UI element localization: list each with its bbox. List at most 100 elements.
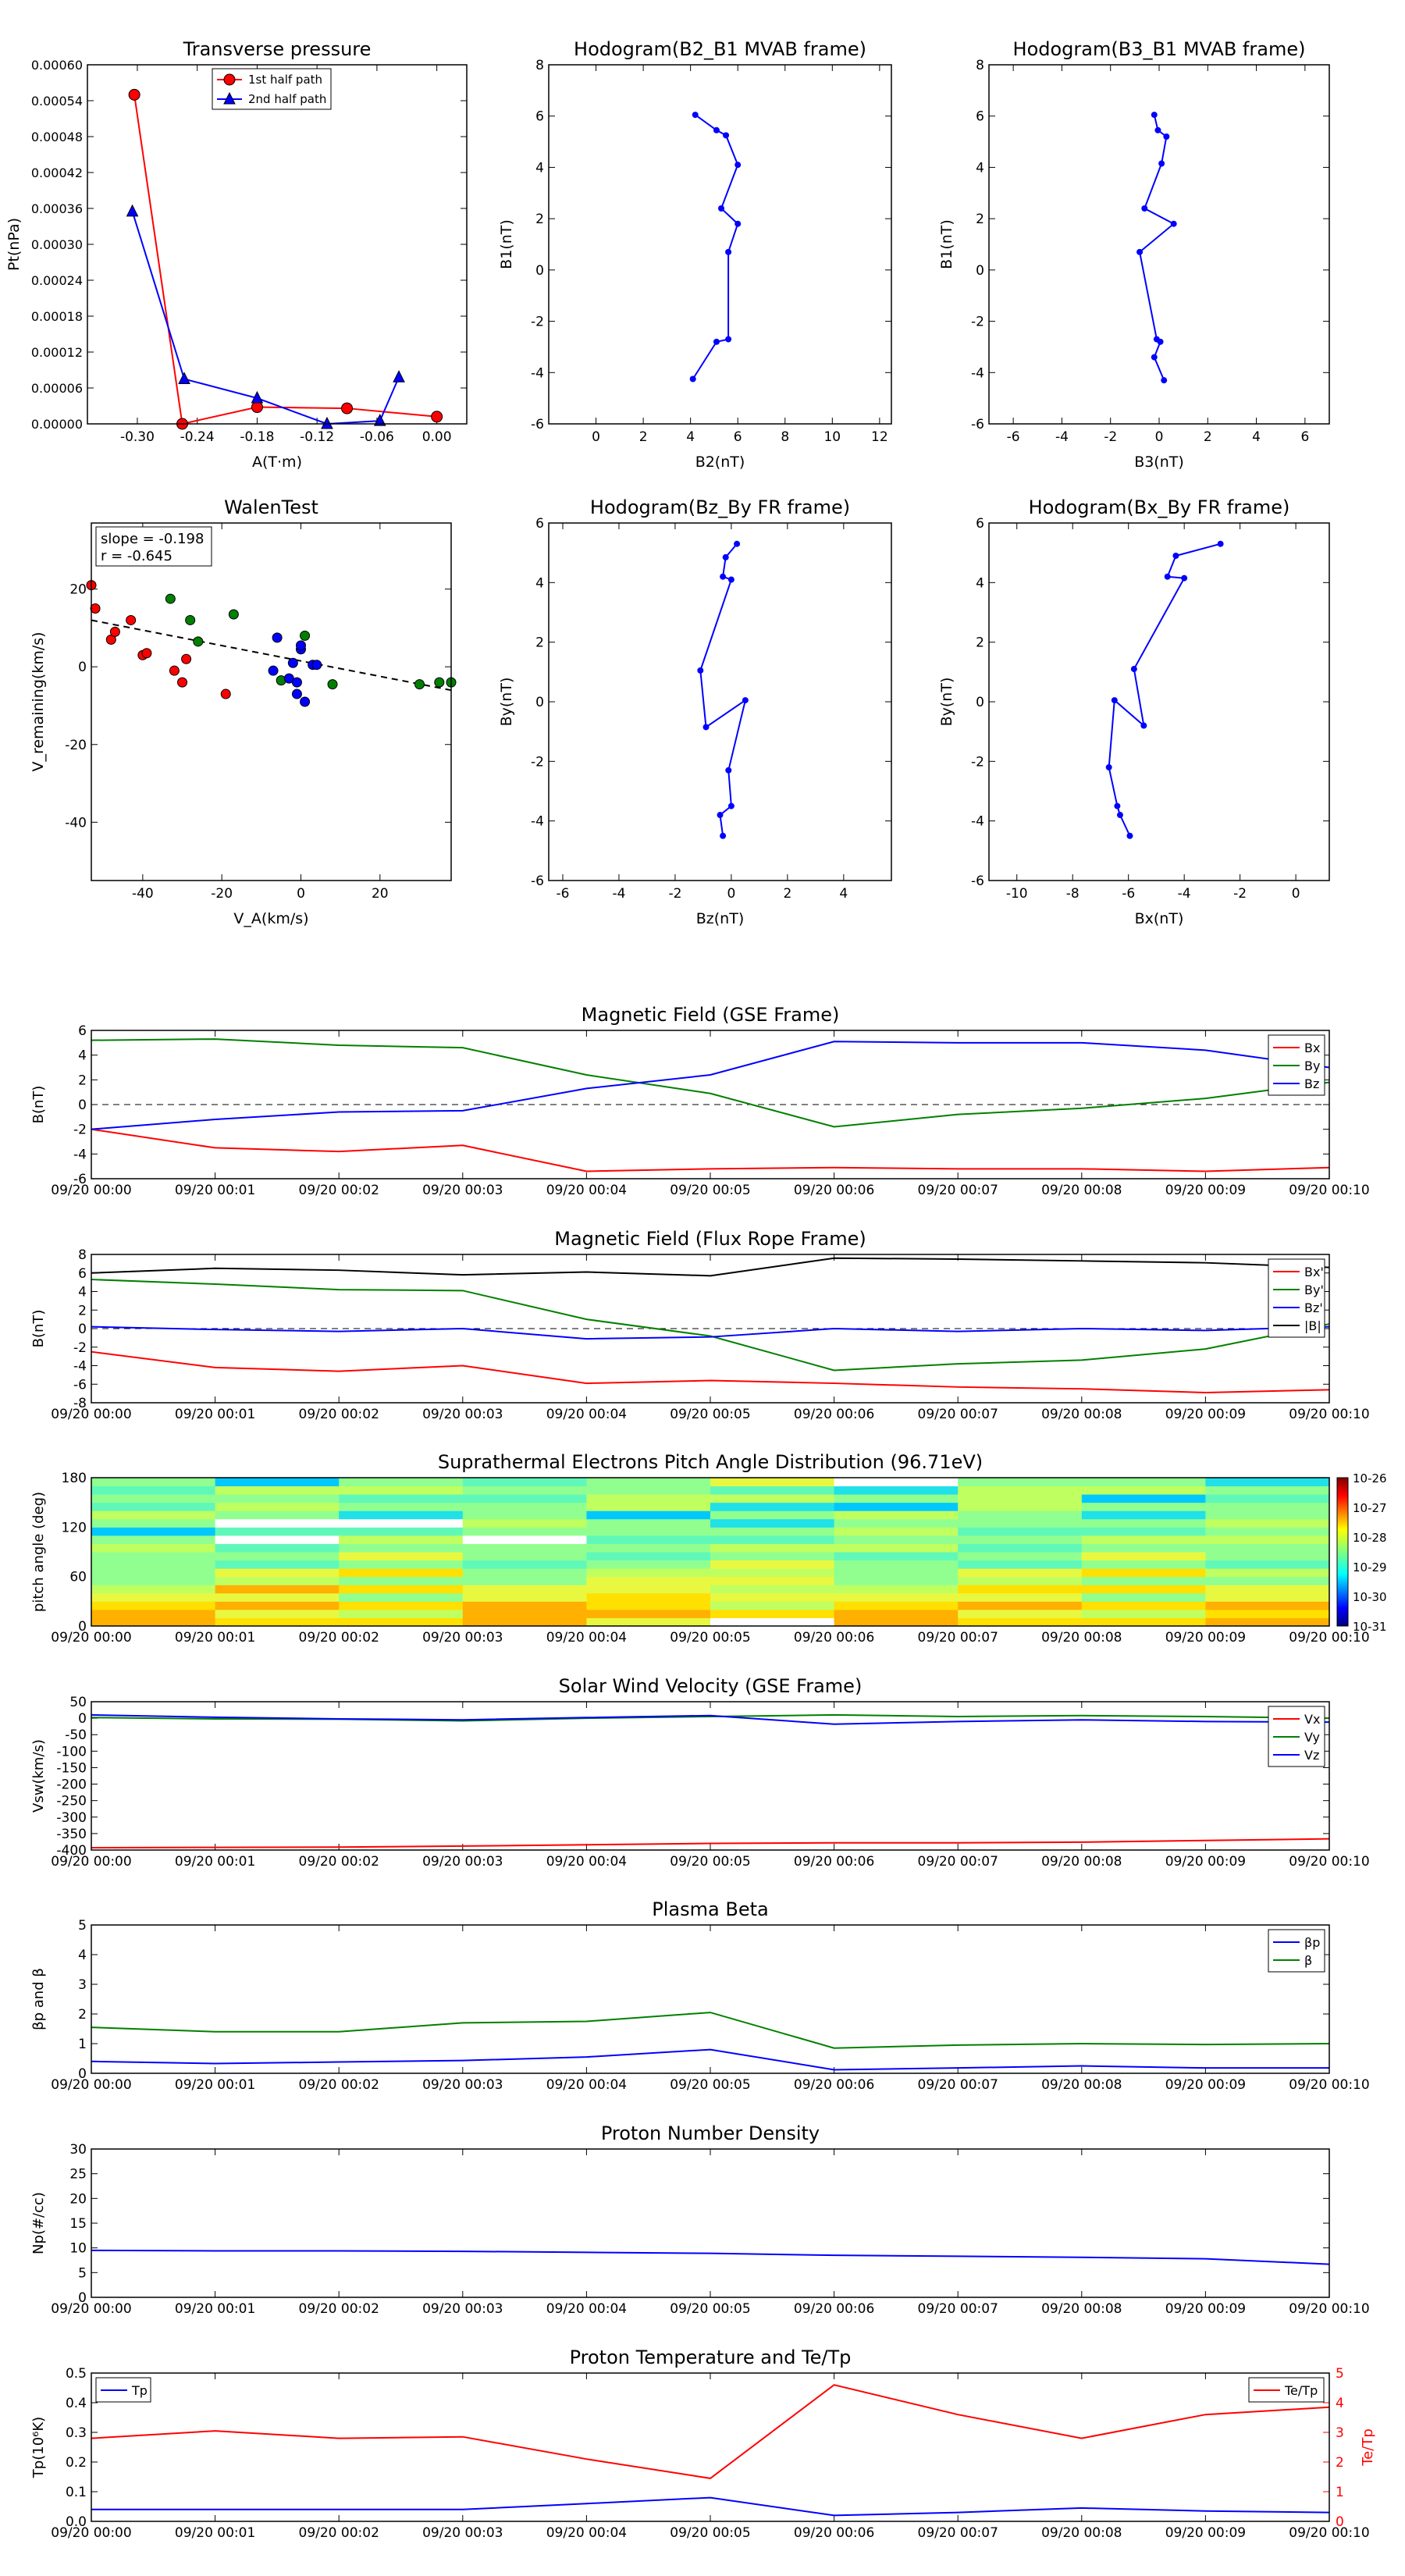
x-tick-label: 09/20 00:02 [299, 1183, 379, 1198]
y-axis-label: V_remaining(km/s) [30, 632, 47, 771]
heatmap-cell [834, 1601, 959, 1610]
heatmap-cell [91, 1478, 216, 1487]
x-tick-label: 09/20 00:02 [299, 1630, 379, 1646]
heatmap-cell [215, 1510, 340, 1520]
annotation-r: r = -0.645 [101, 548, 173, 564]
chart-title: Proton Number Density [601, 2122, 820, 2144]
heatmap-cell [834, 1485, 959, 1495]
heatmap-cell [710, 1485, 835, 1495]
heatmap-cell [339, 1609, 464, 1618]
hodogram-point [702, 724, 710, 731]
x-tick-label: 6 [734, 429, 742, 445]
timeseries-panel: Proton Temperature and Te/Tp 0.0 0.1 0.2 0.3… [30, 2347, 1376, 2541]
heatmap-cell [215, 1552, 340, 1561]
legend-label: Bx [1304, 1041, 1320, 1055]
heatmap-cell [958, 1560, 1083, 1569]
y-tick-label: 0.00006 [31, 381, 83, 396]
x-tick-label: 09/20 00:08 [1041, 1407, 1122, 1422]
heatmap-cell [710, 1494, 835, 1503]
x-tick-label: 09/20 00:08 [1041, 2077, 1122, 2093]
y-tick-label: 0.00024 [31, 273, 83, 288]
x-tick-label: 2 [783, 886, 791, 902]
y-tick-label: 2 [535, 635, 544, 651]
y-tick-label: 8 [976, 58, 984, 73]
chart-title: Transverse pressure [183, 38, 372, 60]
chart-title: Hodogram(Bz_By FR frame) [590, 496, 850, 518]
hodogram-point [1126, 832, 1133, 839]
heatmap-cell [339, 1576, 464, 1585]
data-point-2nd-half [373, 414, 386, 426]
x-tick-label: -0.06 [360, 429, 394, 445]
y-right-tick-label: 2 [1336, 2455, 1344, 2471]
plot-frame [988, 64, 1330, 425]
legend: Bx' By' Bz' |B| [1268, 1258, 1325, 1338]
series-Vx [91, 1838, 1330, 1849]
heatmap-cell [1205, 1585, 1330, 1594]
y-axis-label: pitch angle (deg) [30, 1492, 47, 1612]
x-tick-label: 09/20 00:01 [175, 2525, 255, 2541]
plot-frame [91, 1924, 1330, 2074]
hodogram-point [723, 132, 730, 139]
heatmap-cell [462, 1609, 587, 1618]
heatmap-cell [462, 1502, 587, 1511]
y-tick-label: -4 [531, 814, 544, 830]
y-tick-label: 6 [535, 109, 544, 125]
y-tick-label: 2 [976, 635, 984, 651]
heatmap-cell [1081, 1478, 1206, 1487]
heatmap-cell [462, 1592, 587, 1602]
heatmap-cell [1081, 1485, 1206, 1495]
x-tick-label: 09/20 00:02 [299, 1854, 379, 1870]
heatmap-cell [215, 1601, 340, 1610]
heatmap-cell [834, 1576, 959, 1585]
y-tick-label: -250 [56, 1794, 87, 1809]
chart-title: Suprathermal Electrons Pitch Angle Distr… [438, 1451, 983, 1473]
hodogram-point [713, 338, 720, 345]
heatmap-cell [215, 1543, 340, 1553]
walen-point [295, 640, 306, 651]
chart-panel: Hodogram(B2_B1 MVAB frame) 0 2 4 6 8 10 12 -6 -4 -… [498, 38, 892, 471]
x-tick-label: 09/20 00:04 [546, 1407, 627, 1422]
x-tick-label: 2 [1204, 429, 1212, 445]
y-tick-label: 0.4 [66, 2396, 87, 2411]
x-tick-label: 09/20 00:00 [51, 1630, 131, 1646]
x-tick-label: 09/20 00:07 [918, 2301, 998, 2317]
walen-point [311, 660, 322, 671]
y-tick-label: 30 [69, 2142, 87, 2158]
y-tick-label: 0.5 [66, 2366, 87, 2382]
legend-label: Bz [1304, 1076, 1319, 1091]
legend-label: 2nd half path [248, 92, 326, 106]
heatmap-cell [834, 1510, 959, 1520]
legend: 1st half path 2nd half path [212, 68, 332, 110]
heatmap-cell [339, 1560, 464, 1569]
y-tick-label: -4 [971, 365, 984, 381]
colorbar-tick-label: 10-28 [1353, 1531, 1387, 1545]
walen-point [414, 679, 425, 690]
y-tick-label: 0.00030 [31, 237, 83, 252]
y-tick-label: -300 [56, 1810, 87, 1826]
y-axis-label: B(nT) [30, 1310, 47, 1348]
heatmap-cell [339, 1601, 464, 1610]
walen-point [287, 657, 298, 668]
y-tick-label: 0.0 [66, 2514, 87, 2530]
y-tick-label: 0.00012 [31, 345, 83, 360]
x-tick-label: 4 [839, 886, 848, 902]
x-tick-label: 09/20 00:00 [51, 1407, 131, 1422]
x-tick-label: -0.12 [300, 429, 334, 445]
heatmap-cell [215, 1535, 340, 1544]
timeseries-panel: Magnetic Field (Flux Rope Frame) -8 -6 -4 -2… [30, 1228, 1370, 1422]
heatmap-cell [339, 1543, 464, 1553]
y-tick-label: -6 [531, 873, 544, 889]
heatmap-cell [586, 1601, 711, 1610]
heatmap-cell [1205, 1543, 1330, 1553]
heatmap-cell [215, 1592, 340, 1602]
timeseries-panel: Magnetic Field (GSE Frame) -6 -4 -2 0 2 4 6 09/2… [30, 1004, 1370, 1198]
walen-point [169, 665, 180, 676]
heatmap-cell [586, 1494, 711, 1503]
heatmap-cell [91, 1502, 216, 1511]
y-tick-label: -400 [56, 1843, 87, 1859]
y-tick-label: -6 [531, 417, 544, 432]
x-tick-label: 09/20 00:09 [1165, 2525, 1246, 2541]
y-axis-label: B(nT) [30, 1086, 47, 1124]
y-tick-label: 0.3 [66, 2425, 87, 2441]
x-tick-label: 09/20 00:10 [1289, 2525, 1369, 2541]
